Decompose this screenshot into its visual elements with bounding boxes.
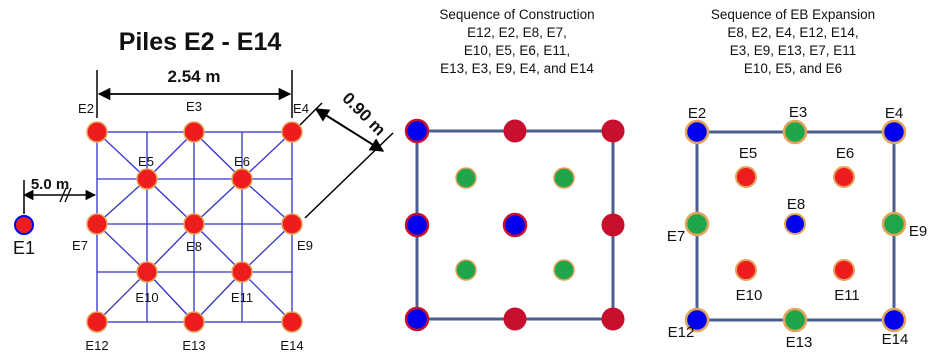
pile-marker (455, 167, 477, 189)
pile-label: E10 (736, 287, 763, 304)
pile-marker (881, 211, 907, 237)
dim-width-label: 2.54 m (168, 67, 221, 86)
pile-label: E10 (135, 290, 158, 305)
pile-marker (86, 213, 108, 235)
pile-marker (881, 307, 907, 333)
pile-label: E3 (789, 104, 807, 121)
pile-marker (735, 259, 757, 281)
pile-marker (782, 307, 808, 333)
middle-piles (404, 118, 625, 332)
pile-label: E6 (836, 145, 854, 162)
pile-marker (782, 119, 808, 145)
right-piles (684, 119, 907, 333)
left-panel: Piles E2 - E14 (13, 28, 394, 353)
pile-label: E14 (882, 331, 909, 348)
pile-label: E2 (688, 105, 706, 122)
sequence-line: E12, E2, E8, E7, (467, 25, 567, 40)
pile-marker (86, 121, 108, 143)
pile-marker (231, 261, 253, 283)
pile-marker (684, 307, 710, 333)
pile-label: E3 (186, 99, 202, 114)
pile-marker (503, 307, 527, 331)
pile-label: E4 (293, 101, 309, 116)
pile-label: E7 (72, 238, 88, 253)
pile-label: E8 (186, 239, 202, 254)
pile-marker (404, 306, 430, 332)
left-pile-labels: E2 E3 E4 E5 E6 E7 E8 E9 E10 E11 E12 E13 … (72, 99, 313, 353)
pile-marker (553, 167, 575, 189)
pile-marker (281, 121, 303, 143)
pile-marker (881, 119, 907, 145)
pile-marker (231, 168, 253, 190)
sequence-line: E10, E5, and E6 (744, 61, 842, 76)
pile-label: E14 (280, 338, 303, 353)
right-pile-labels: E2 E3 E4 E5 E6 E7 E8 E9 E10 E11 E12 E13 … (667, 104, 927, 351)
pile-label: E4 (885, 105, 903, 122)
dim-offset-label: 5.0 m (31, 176, 69, 193)
sequence-line: E13, E3, E9, E4, and E14 (440, 61, 594, 76)
pile-marker (601, 307, 625, 331)
pile-label: E13 (182, 338, 205, 353)
pile-marker (404, 118, 430, 144)
pile-label: E8 (787, 196, 805, 213)
pile-e1-label: E1 (13, 238, 35, 258)
pile-marker (183, 213, 205, 235)
pile-marker (553, 259, 575, 281)
pile-label: E11 (834, 287, 860, 304)
sequence-title: Sequence of EB Expansion (711, 7, 875, 22)
pile-marker (281, 311, 303, 333)
pile-marker (86, 311, 108, 333)
pile-marker (136, 168, 158, 190)
pile-marker (455, 259, 477, 281)
construction-sequence-text: Sequence of Construction E12, E2, E8, E7… (439, 7, 594, 76)
right-panel: Sequence of EB Expansion E8, E2, E4, E12… (667, 7, 927, 351)
pile-marker (281, 213, 303, 235)
pile-marker (183, 311, 205, 333)
dimension-offset: 5.0 m (22, 176, 97, 214)
dimension-diagonal: 0.90 m (297, 89, 394, 219)
pile-cap-grid (96, 131, 293, 323)
middle-panel: Sequence of Construction E12, E2, E8, E7… (404, 7, 625, 332)
pile-label: E9 (297, 238, 313, 253)
dimension-width: 2.54 m (96, 67, 293, 118)
left-title: Piles E2 - E14 (119, 28, 282, 56)
pile-marker (136, 261, 158, 283)
pile-marker (684, 211, 710, 237)
pile-marker (502, 212, 528, 238)
pile-marker (503, 119, 527, 143)
sequence-title: Sequence of Construction (439, 7, 594, 22)
sequence-line: E3, E9, E13, E7, E11 (730, 43, 857, 58)
pile-label: E2 (78, 101, 94, 116)
pile-label: E12 (85, 338, 108, 353)
pile-label: E12 (668, 324, 695, 341)
pile-label: E13 (786, 334, 813, 351)
pile-marker (684, 119, 710, 145)
pile-label: E7 (667, 228, 685, 245)
pile-marker (601, 119, 625, 143)
expansion-sequence-text: Sequence of EB Expansion E8, E2, E4, E12… (711, 7, 875, 76)
dim-diagonal-label: 0.90 m (338, 89, 389, 140)
pile-label: E5 (138, 154, 154, 169)
sequence-line: E8, E2, E4, E12, E14, (727, 25, 858, 40)
left-piles (86, 121, 303, 333)
pile-label: E9 (909, 223, 927, 240)
pile-marker (784, 213, 806, 235)
pile-label: E6 (234, 154, 250, 169)
pile-marker (404, 212, 430, 238)
pile-marker (601, 213, 625, 237)
pile-label: E5 (739, 145, 757, 162)
pile-label: E11 (231, 290, 253, 305)
pile-marker (735, 166, 757, 188)
pile-marker (833, 259, 855, 281)
pile-e1-marker (14, 215, 34, 235)
sequence-line: E10, E5, E6, E11, (464, 43, 570, 58)
pile-marker (183, 121, 205, 143)
pile-marker (833, 166, 855, 188)
